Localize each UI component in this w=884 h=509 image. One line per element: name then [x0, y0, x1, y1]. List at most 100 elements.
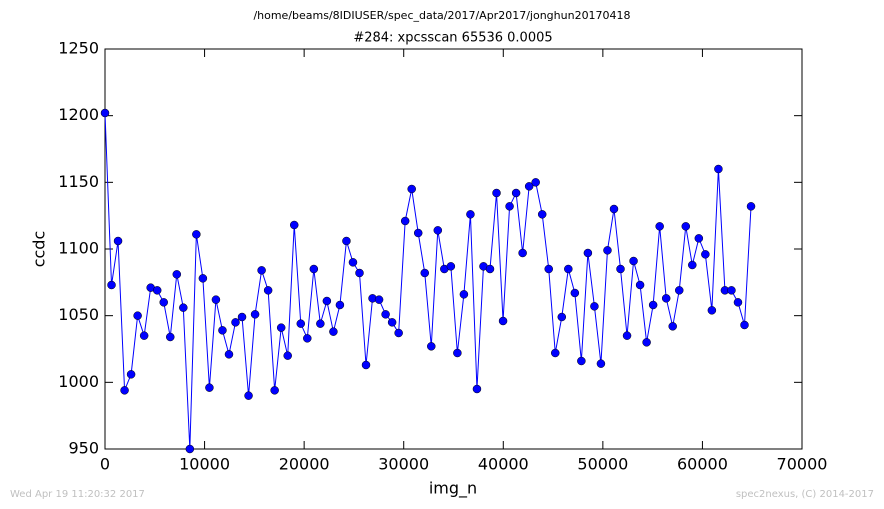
data-point — [361, 360, 371, 370]
data-point — [342, 236, 351, 246]
data-point — [577, 356, 586, 366]
data-point — [557, 312, 567, 322]
data-point — [329, 327, 338, 336]
data-point — [485, 264, 495, 274]
data-point — [524, 182, 534, 191]
credit: spec2nexus, (C) 2014-2017 — [736, 489, 874, 500]
data-point — [511, 188, 521, 198]
data-point — [590, 302, 599, 311]
data-point — [263, 286, 273, 295]
data-point — [655, 222, 664, 231]
data-point — [616, 264, 625, 274]
data-point — [211, 295, 221, 304]
data-point — [276, 323, 286, 332]
data-point — [283, 351, 292, 360]
y-tick-label: 1150 — [58, 172, 99, 191]
data-point — [335, 300, 345, 310]
data-point — [681, 222, 691, 231]
data-point — [733, 298, 743, 307]
data-point — [387, 318, 397, 327]
data-point — [374, 295, 384, 304]
data-point — [629, 256, 638, 266]
data-point — [250, 310, 260, 319]
data-point — [289, 220, 299, 230]
data-point — [674, 286, 684, 295]
x-tick-label: 20000 — [279, 455, 330, 474]
data-point — [407, 184, 416, 194]
data-point — [609, 204, 619, 214]
data-point — [505, 202, 514, 211]
data-point — [668, 322, 677, 331]
data-point — [492, 188, 501, 198]
data-point — [694, 234, 704, 243]
data-point — [427, 342, 436, 351]
data-point — [139, 331, 149, 340]
data-point — [420, 268, 430, 278]
data-point — [120, 386, 129, 395]
data-point — [231, 318, 240, 327]
data-point — [107, 280, 116, 290]
data-point — [746, 202, 756, 211]
data-point — [707, 306, 717, 315]
data-point — [244, 391, 253, 400]
data-point — [701, 250, 710, 259]
data-point — [192, 230, 201, 239]
data-line — [104, 112, 752, 450]
data-point — [714, 164, 723, 174]
data-point — [603, 246, 612, 255]
y-axis-label: ccdc — [30, 231, 49, 268]
data-point — [472, 384, 482, 394]
data-point — [570, 288, 580, 298]
x-tick-label: 0 — [100, 455, 110, 474]
x-tick-label: 10000 — [179, 455, 230, 474]
y-tick-label: 950 — [68, 439, 99, 458]
data-point — [205, 383, 214, 392]
data-point — [466, 210, 475, 219]
data-point — [355, 268, 364, 278]
data-point — [309, 264, 319, 274]
data-point — [642, 338, 651, 347]
data-point — [270, 386, 279, 395]
data-point — [348, 258, 358, 267]
data-point — [159, 298, 168, 307]
data-point — [635, 280, 645, 290]
data-point — [518, 248, 527, 258]
data-point — [459, 290, 469, 299]
data-point — [446, 262, 456, 271]
data-point — [224, 350, 234, 359]
x-tick-label: 40000 — [478, 455, 529, 474]
data-point — [564, 264, 573, 274]
data-point — [152, 286, 162, 295]
x-tick-label: 70000 — [777, 455, 828, 474]
data-point — [100, 108, 110, 118]
data-point — [316, 319, 325, 328]
x-tick-label: 30000 — [378, 455, 429, 474]
data-point — [544, 264, 553, 274]
data-point — [296, 319, 306, 328]
data-point — [394, 328, 403, 338]
data-point — [622, 331, 632, 340]
data-point — [133, 311, 142, 320]
x-tick-label: 60000 — [677, 455, 728, 474]
data-point — [583, 248, 593, 258]
data-point — [453, 348, 462, 358]
y-tick-label: 1250 — [58, 39, 99, 58]
data-point — [596, 359, 606, 368]
data-point — [322, 296, 332, 306]
data-point — [126, 370, 136, 379]
data-point — [166, 332, 175, 342]
data-point — [198, 274, 208, 283]
data-point — [237, 312, 247, 322]
data-point — [413, 228, 423, 238]
data-point — [303, 334, 312, 343]
y-tick-label: 1050 — [58, 305, 99, 324]
timestamp: Wed Apr 19 11:20:32 2017 — [10, 489, 145, 500]
data-point — [688, 260, 697, 270]
data-point — [661, 294, 671, 303]
data-point — [498, 316, 508, 326]
x-axis-label: img_n — [429, 479, 477, 499]
data-point — [113, 236, 123, 246]
data-point — [185, 444, 195, 454]
data-point — [381, 310, 390, 319]
